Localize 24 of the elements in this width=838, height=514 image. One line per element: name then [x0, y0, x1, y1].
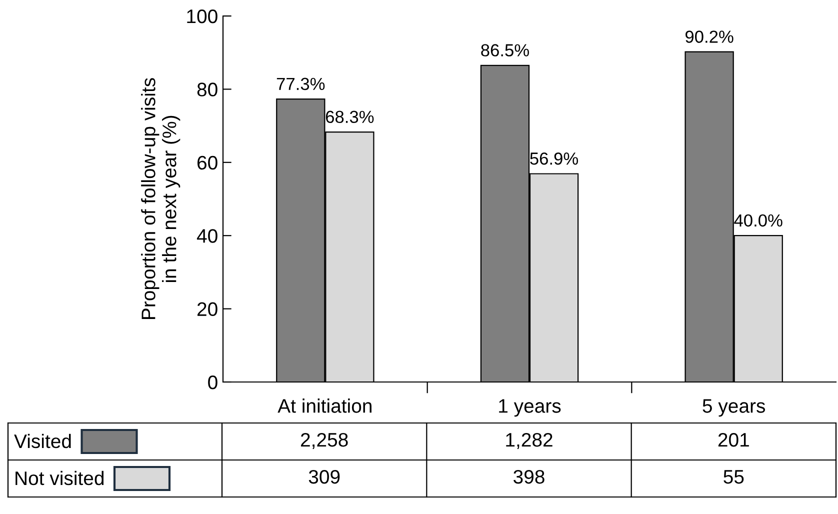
text: 55 [724, 470, 744, 484]
x-tick-label: At initiation [278, 398, 372, 413]
legend-label: Visited [14, 434, 71, 448]
data-label: 40.0% [734, 214, 782, 227]
y-tick-label: 80 [197, 82, 218, 96]
y-tick-label: 100 [187, 9, 218, 24]
text: 309 [308, 470, 340, 484]
y-tick-label: 40 [196, 229, 218, 243]
data-label: 68.3% [326, 110, 374, 124]
data-label: 77.3% [276, 78, 325, 90]
text: 201 [718, 432, 749, 447]
x-tick-label: 1 years [499, 399, 561, 417]
y-tick-label: 0 [208, 375, 218, 390]
x-tick-label: 5 years [702, 399, 766, 417]
data-label: 90.2% [686, 30, 734, 43]
y-tick-label: 60 [198, 156, 218, 170]
data-label: 86.5% [481, 44, 529, 56]
legend-label: Not visited [16, 470, 104, 486]
data-label: 56.9% [530, 152, 578, 165]
y-tick-label: 20 [197, 302, 218, 316]
text: 1,282 [506, 432, 552, 450]
y-axis-title: Proportion of follow-up visits in the next year (%) [141, 78, 180, 319]
text: 2,258 [300, 432, 348, 450]
text: 398 [514, 470, 544, 484]
